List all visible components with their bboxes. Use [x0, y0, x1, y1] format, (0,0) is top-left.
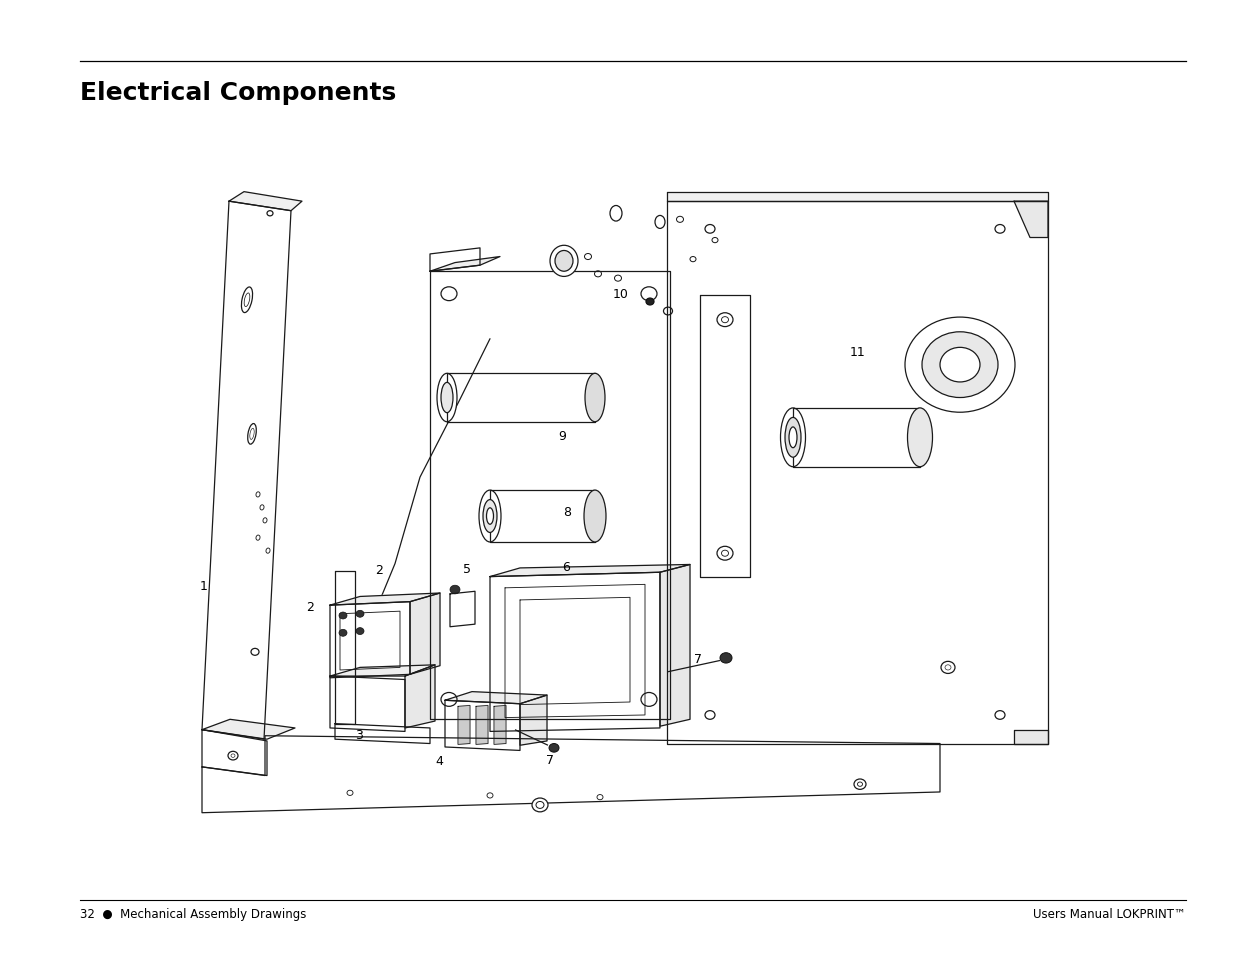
Text: Users Manual LOKPRINT™: Users Manual LOKPRINT™ — [1032, 907, 1186, 921]
Text: 2: 2 — [375, 563, 383, 577]
Text: 7: 7 — [694, 653, 701, 665]
Polygon shape — [430, 257, 500, 272]
Polygon shape — [490, 491, 595, 542]
Polygon shape — [335, 571, 354, 724]
Circle shape — [940, 348, 981, 382]
Polygon shape — [490, 565, 690, 577]
Circle shape — [231, 754, 235, 758]
Ellipse shape — [785, 418, 802, 457]
Ellipse shape — [483, 500, 496, 533]
Polygon shape — [700, 296, 750, 577]
Ellipse shape — [487, 508, 494, 525]
Circle shape — [550, 743, 559, 752]
Polygon shape — [667, 193, 1049, 202]
Polygon shape — [330, 665, 435, 677]
Polygon shape — [203, 730, 267, 776]
Polygon shape — [458, 706, 471, 744]
Text: 9: 9 — [558, 430, 566, 442]
Polygon shape — [1014, 730, 1049, 744]
Text: 1: 1 — [200, 579, 207, 592]
Ellipse shape — [789, 428, 797, 448]
Circle shape — [450, 585, 459, 595]
Circle shape — [356, 628, 364, 635]
Circle shape — [532, 799, 548, 812]
Polygon shape — [203, 736, 940, 813]
Polygon shape — [203, 720, 295, 740]
Polygon shape — [445, 700, 520, 751]
Text: 32  ●  Mechanical Assembly Drawings: 32 ● Mechanical Assembly Drawings — [80, 907, 306, 921]
Ellipse shape — [437, 374, 457, 422]
Ellipse shape — [655, 216, 664, 229]
Polygon shape — [330, 594, 440, 605]
Text: 5: 5 — [463, 562, 471, 576]
Ellipse shape — [479, 491, 501, 542]
Polygon shape — [505, 585, 645, 718]
Ellipse shape — [585, 374, 605, 422]
Polygon shape — [494, 706, 506, 744]
Ellipse shape — [555, 252, 573, 272]
Polygon shape — [447, 374, 595, 422]
Polygon shape — [793, 409, 920, 467]
Polygon shape — [450, 592, 475, 627]
Polygon shape — [335, 724, 430, 743]
Polygon shape — [203, 202, 291, 740]
Ellipse shape — [550, 246, 578, 277]
Circle shape — [720, 653, 732, 663]
Ellipse shape — [441, 383, 453, 414]
Polygon shape — [667, 202, 1049, 744]
Circle shape — [356, 611, 364, 618]
Text: 10: 10 — [613, 288, 629, 301]
Ellipse shape — [584, 491, 606, 542]
Text: 7: 7 — [546, 753, 555, 766]
Circle shape — [905, 317, 1015, 413]
Polygon shape — [490, 573, 659, 732]
Polygon shape — [475, 706, 488, 744]
Text: 2: 2 — [306, 600, 314, 614]
Circle shape — [338, 630, 347, 637]
Polygon shape — [520, 598, 630, 705]
Text: 8: 8 — [563, 506, 571, 518]
Text: Electrical Components: Electrical Components — [80, 81, 396, 105]
Polygon shape — [659, 565, 690, 726]
Polygon shape — [405, 665, 435, 728]
Circle shape — [338, 613, 347, 619]
Polygon shape — [445, 692, 547, 704]
Polygon shape — [430, 249, 480, 272]
Polygon shape — [228, 193, 303, 212]
Text: 3: 3 — [354, 729, 363, 741]
Text: 6: 6 — [562, 560, 569, 573]
Text: 11: 11 — [850, 346, 866, 358]
Polygon shape — [330, 677, 405, 732]
Ellipse shape — [610, 206, 622, 222]
Circle shape — [646, 298, 655, 306]
Polygon shape — [430, 272, 671, 720]
Ellipse shape — [781, 409, 805, 467]
Polygon shape — [410, 594, 440, 675]
Ellipse shape — [908, 409, 932, 467]
Polygon shape — [1014, 202, 1049, 238]
Circle shape — [923, 333, 998, 398]
Text: 4: 4 — [435, 755, 443, 767]
Polygon shape — [330, 602, 410, 679]
Polygon shape — [520, 696, 547, 745]
